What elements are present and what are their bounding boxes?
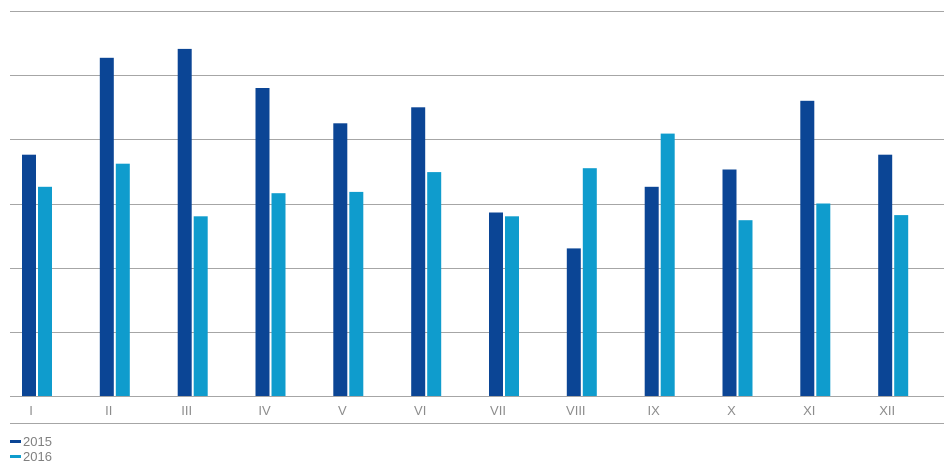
bar-2016-I [38,186,52,396]
legend-swatch-2016 [10,455,21,458]
x-tick-label-XI: XI [803,403,815,418]
bar-2016-XII [894,215,909,396]
x-tick-label-VI: VI [414,403,426,418]
bars [22,48,909,397]
legend-item-2015: 2015 [10,434,52,449]
x-tick-labels: I II III IV V VI VII VIII IX X XI XII [29,403,895,418]
bar-2015-XII [878,154,893,396]
bar-2016-III [193,216,208,396]
x-tick-label-V: V [338,403,347,418]
bar-2016-IX [660,133,675,396]
bar-2015-VII [489,212,503,396]
chart-plot: I II III IV V VI VII VIII IX X XI XII [10,11,944,424]
legend-item-2016: 2016 [10,449,52,464]
bar-2016-VII [505,216,519,396]
legend: 2015 2016 [10,434,52,464]
x-tick-label-VIII: VIII [566,403,586,418]
bar-2015-II [99,57,114,397]
bar-2016-VI [427,172,442,396]
bar-2015-IV [255,88,270,396]
x-tick-label-IX: IX [648,403,661,418]
bar-2015-III [177,48,192,397]
bar-2015-VI [411,107,426,397]
bar-2016-IV [271,193,286,396]
bar-2016-X [738,220,753,396]
x-axis [10,396,944,424]
bar-2016-II [115,163,130,396]
bar-2015-V [333,123,348,397]
x-tick-label-I: I [29,403,33,418]
legend-label-2016: 2016 [23,449,52,464]
x-tick-label-IV: IV [258,403,271,418]
grid-lines [10,11,944,397]
x-tick-label-XII: XII [879,403,895,418]
x-tick-label-X: X [727,403,736,418]
bar-2015-X [722,169,737,396]
bar-2016-VIII [582,168,597,396]
x-tick-label-II: II [105,403,112,418]
bar-2015-IX [644,186,659,396]
bar-2016-V [349,191,364,396]
bar-2015-XI [800,100,815,397]
legend-swatch-2015 [10,440,21,443]
legend-label-2015: 2015 [23,434,52,449]
x-tick-label-III: III [181,403,192,418]
x-tick-label-VII: VII [490,403,506,418]
bar-2015-VIII [566,248,581,396]
bar-2016-XI [816,203,831,396]
bar-2015-I [22,154,36,396]
